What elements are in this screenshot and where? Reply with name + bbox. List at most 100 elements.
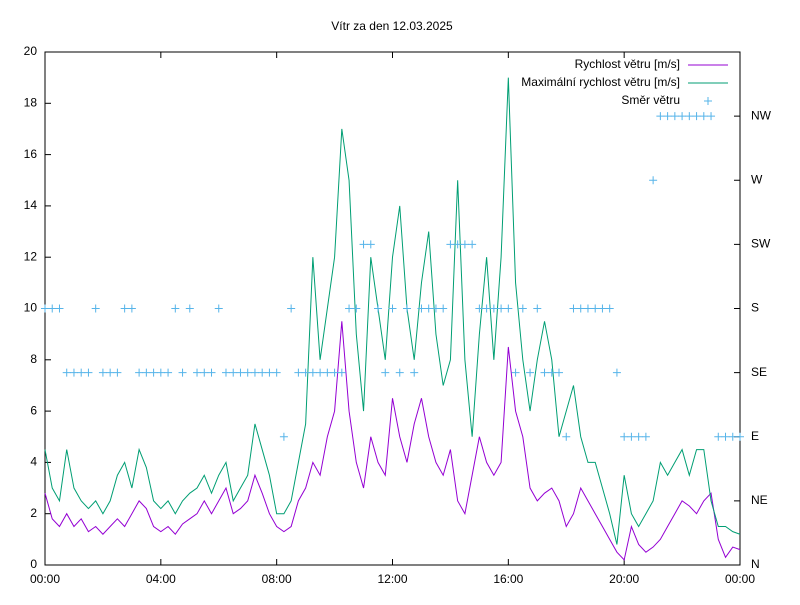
y-tick-label: 8 (30, 352, 37, 366)
y2-tick-label: SW (751, 237, 771, 251)
direction-point (142, 368, 151, 377)
direction-point (410, 368, 419, 377)
direction-point (381, 368, 390, 377)
direction-point (345, 304, 354, 313)
series-line (44, 321, 741, 561)
direction-point (591, 304, 600, 313)
direction-point (699, 112, 708, 121)
direction-point (77, 368, 86, 377)
y-tick-label: 2 (30, 506, 37, 520)
direction-point (533, 304, 542, 313)
direction-point (69, 368, 78, 377)
direction-point (135, 368, 144, 377)
direction-point (185, 304, 194, 313)
direction-point (337, 368, 346, 377)
direction-point (562, 432, 571, 441)
direction-point (366, 240, 375, 249)
direction-point (678, 112, 687, 121)
direction-point (250, 368, 259, 377)
direction-point (272, 368, 281, 377)
direction-point (120, 304, 129, 313)
series-line (44, 77, 741, 545)
direction-point (489, 304, 498, 313)
direction-point (55, 304, 64, 313)
direction-point (236, 368, 245, 377)
legend-label: Maximální rychlost větru [m/s] (521, 75, 680, 89)
direction-point (402, 304, 411, 313)
direction-point (164, 368, 173, 377)
direction-point (685, 112, 694, 121)
direction-point (207, 368, 216, 377)
direction-point (627, 432, 636, 441)
x-tick-label: 08:00 (262, 572, 292, 586)
direction-point (279, 432, 288, 441)
y2-tick-label: W (751, 172, 763, 186)
direction-point (707, 112, 716, 121)
chart-title: Vítr za den 12.03.2025 (331, 19, 453, 33)
direction-point (555, 368, 564, 377)
x-tick-label: 16:00 (493, 572, 523, 586)
direction-point (475, 304, 484, 313)
direction-point (431, 304, 440, 313)
legend-label: Směr větru (621, 93, 680, 107)
x-tick-label: 00:00 (30, 572, 60, 586)
direction-point (214, 304, 223, 313)
direction-point (41, 304, 49, 313)
direction-point (243, 368, 252, 377)
direction-point (395, 368, 404, 377)
direction-point (497, 304, 506, 313)
direction-point (417, 304, 426, 313)
x-tick-label: 12:00 (377, 572, 407, 586)
direction-point (171, 304, 180, 313)
x-tick-label: 04:00 (146, 572, 176, 586)
direction-point (620, 432, 629, 441)
y-tick-label: 0 (30, 557, 37, 571)
direction-point (547, 368, 556, 377)
direction-point (460, 240, 469, 249)
direction-point (439, 304, 448, 313)
direction-point (511, 368, 520, 377)
direction-point (569, 304, 578, 313)
direction-point (359, 240, 368, 249)
y-tick-label: 16 (24, 147, 38, 161)
direction-point (287, 304, 296, 313)
direction-point (612, 368, 621, 377)
direction-point (424, 304, 433, 313)
direction-point (605, 304, 614, 313)
direction-point (598, 304, 607, 313)
direction-point (526, 368, 535, 377)
direction-point (663, 112, 672, 121)
direction-point (453, 240, 462, 249)
direction-point (98, 368, 107, 377)
direction-point (294, 368, 303, 377)
direction-point (258, 368, 267, 377)
direction-point (178, 368, 187, 377)
direction-point (113, 368, 122, 377)
direction-point (504, 304, 513, 313)
legend-marker (704, 97, 712, 105)
direction-point (388, 304, 397, 313)
direction-point (714, 432, 723, 441)
direction-point (106, 368, 115, 377)
direction-point (649, 176, 658, 185)
y2-tick-label: NE (751, 493, 768, 507)
y2-tick-label: SE (751, 365, 767, 379)
direction-point (446, 240, 455, 249)
direction-point (352, 304, 361, 313)
direction-point (468, 240, 477, 249)
direction-point (265, 368, 274, 377)
direction-point (62, 368, 71, 377)
y2-tick-label: NW (751, 108, 772, 122)
direction-point (670, 112, 679, 121)
direction-point (576, 304, 585, 313)
x-tick-label: 20:00 (609, 572, 639, 586)
y-tick-label: 18 (24, 95, 38, 109)
direction-point (482, 304, 491, 313)
legend-label: Rychlost větru [m/s] (575, 57, 680, 71)
y-tick-label: 10 (24, 301, 38, 315)
direction-point (316, 368, 325, 377)
direction-point (641, 432, 650, 441)
direction-point (656, 112, 665, 121)
direction-point (91, 304, 100, 313)
